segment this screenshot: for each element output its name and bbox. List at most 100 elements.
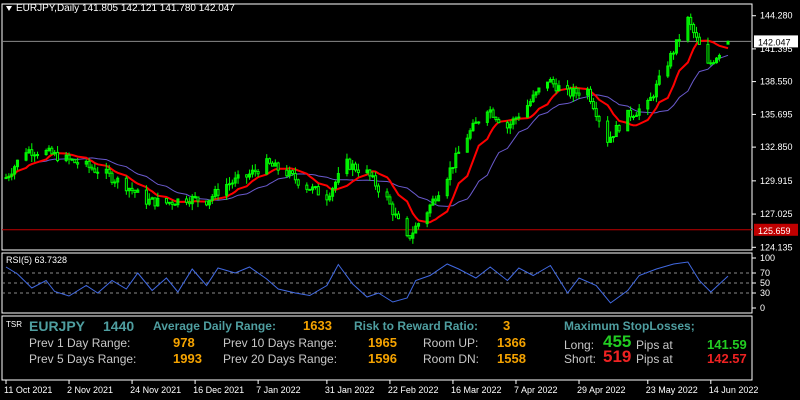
candle-body bbox=[689, 16, 693, 26]
candle-body bbox=[170, 201, 174, 205]
candle bbox=[374, 171, 378, 190]
candle-body bbox=[64, 154, 68, 162]
level-tag bbox=[754, 223, 798, 236]
candle bbox=[488, 106, 492, 119]
candle-body bbox=[285, 169, 289, 177]
candle bbox=[170, 200, 174, 210]
candle bbox=[574, 85, 578, 99]
candle-body bbox=[629, 109, 633, 118]
candle bbox=[368, 169, 372, 181]
candle-body bbox=[514, 117, 518, 120]
room-dn-value: 1558 bbox=[497, 351, 526, 366]
candle-body bbox=[365, 169, 369, 174]
candle bbox=[147, 193, 151, 206]
candle-body bbox=[471, 122, 475, 132]
candle-body bbox=[336, 173, 340, 183]
candle bbox=[528, 98, 532, 108]
candle-body bbox=[207, 199, 211, 206]
candle-body bbox=[13, 166, 17, 175]
candle-body bbox=[36, 154, 40, 157]
candle-body bbox=[24, 152, 28, 161]
candle bbox=[164, 197, 168, 205]
candle-body bbox=[193, 195, 197, 198]
candle-body bbox=[187, 201, 191, 205]
price-tick-label: 141.395 bbox=[760, 44, 793, 54]
candle bbox=[557, 80, 561, 92]
candle bbox=[597, 114, 601, 128]
candle-body bbox=[574, 87, 578, 94]
candle bbox=[245, 174, 249, 184]
candle-body bbox=[371, 175, 375, 178]
rsi-tick-label: 50 bbox=[760, 278, 770, 288]
candle-body bbox=[308, 188, 312, 191]
candle bbox=[27, 146, 31, 154]
candle-body bbox=[488, 109, 492, 113]
candle-body bbox=[7, 175, 11, 179]
rsi-line bbox=[5, 261, 729, 304]
candle-body bbox=[164, 197, 168, 204]
candle-body bbox=[376, 185, 380, 193]
candle bbox=[577, 87, 581, 100]
candle bbox=[485, 110, 489, 126]
candle-body bbox=[50, 147, 54, 155]
candle bbox=[568, 86, 572, 99]
candle-body bbox=[4, 177, 8, 180]
date-tick-label: 14 Jun 2022 bbox=[709, 385, 759, 395]
candle-body bbox=[617, 124, 621, 132]
candle bbox=[291, 169, 295, 176]
candle-body bbox=[537, 87, 541, 93]
candle bbox=[465, 133, 469, 153]
candle bbox=[56, 146, 60, 163]
prev10-value: 1965 bbox=[368, 335, 397, 350]
candle bbox=[325, 189, 329, 206]
candle-body bbox=[669, 52, 673, 67]
candle-body bbox=[316, 186, 320, 196]
candle bbox=[626, 109, 630, 132]
candle bbox=[216, 183, 220, 200]
candle-body bbox=[531, 94, 535, 103]
candle bbox=[726, 40, 730, 45]
candle bbox=[333, 180, 337, 193]
candle-body bbox=[717, 54, 721, 59]
candle-body bbox=[451, 167, 455, 170]
candle bbox=[265, 154, 269, 175]
candle-body bbox=[67, 154, 71, 160]
candle bbox=[210, 193, 214, 205]
adr-label: Average Daily Range: bbox=[153, 319, 276, 333]
collapse-triangle-icon[interactable] bbox=[6, 5, 12, 11]
candle bbox=[491, 107, 495, 118]
candle bbox=[694, 26, 698, 43]
candle bbox=[248, 169, 252, 180]
candle bbox=[417, 222, 421, 230]
candle-body bbox=[273, 162, 277, 167]
candle bbox=[127, 187, 131, 198]
short-pips-at: Pips at bbox=[636, 352, 673, 366]
candle bbox=[445, 177, 449, 199]
candle bbox=[230, 179, 234, 189]
candle bbox=[365, 165, 369, 175]
candle bbox=[87, 158, 91, 174]
candle-body bbox=[230, 182, 234, 185]
axes-layer: 144.280 141.395 138.550 135.695 132.850 129.9… bbox=[2, 11, 798, 395]
candle bbox=[273, 159, 277, 167]
price-tick-label: 127.025 bbox=[760, 209, 793, 219]
candle bbox=[657, 69, 661, 86]
candle-body bbox=[30, 149, 34, 156]
candle-body bbox=[606, 120, 610, 143]
candle-body bbox=[253, 169, 257, 173]
candle-body bbox=[672, 52, 676, 55]
candle bbox=[305, 182, 309, 193]
candle bbox=[33, 151, 37, 162]
candle bbox=[64, 151, 68, 163]
candle-body bbox=[445, 179, 449, 197]
candle bbox=[268, 157, 272, 165]
candle-body bbox=[411, 232, 415, 239]
candle-body bbox=[686, 16, 690, 41]
candle-body bbox=[391, 203, 395, 216]
candle bbox=[205, 200, 209, 207]
candle bbox=[84, 159, 88, 168]
candle bbox=[411, 226, 415, 244]
candle-body bbox=[368, 169, 372, 177]
candle bbox=[308, 188, 312, 191]
candle bbox=[176, 198, 180, 208]
